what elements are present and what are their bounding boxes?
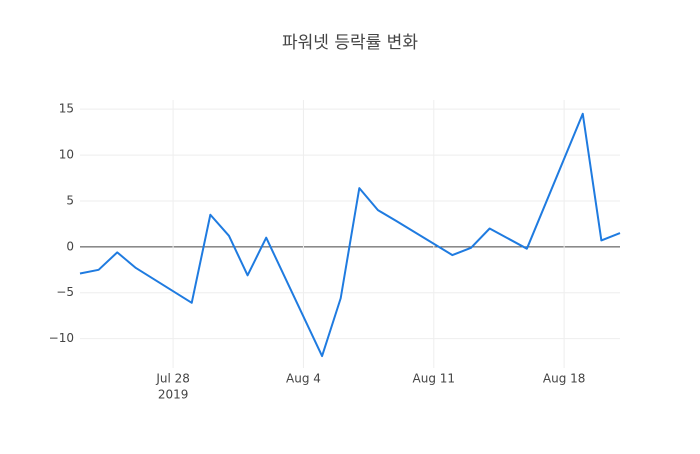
line (79, 112, 621, 358)
x-tick-label: Aug 18 (543, 372, 586, 386)
y-tick-label: −10 (49, 331, 74, 345)
y-tick-label: 0 (66, 239, 74, 253)
chart-title: 파워넷 등락률 변화 (282, 33, 418, 53)
y-tick-label: 5 (66, 193, 74, 207)
y-tick-label: 10 (59, 148, 74, 162)
x-tick-label: Aug 4 (286, 372, 321, 386)
x-tick-label: Aug 11 (413, 372, 456, 386)
x-tick-label: Jul 28 (155, 372, 190, 386)
y-tick-label: 15 (59, 102, 74, 116)
y-tick-label: −5 (56, 285, 74, 299)
x-year-label: 2019 (158, 388, 189, 402)
